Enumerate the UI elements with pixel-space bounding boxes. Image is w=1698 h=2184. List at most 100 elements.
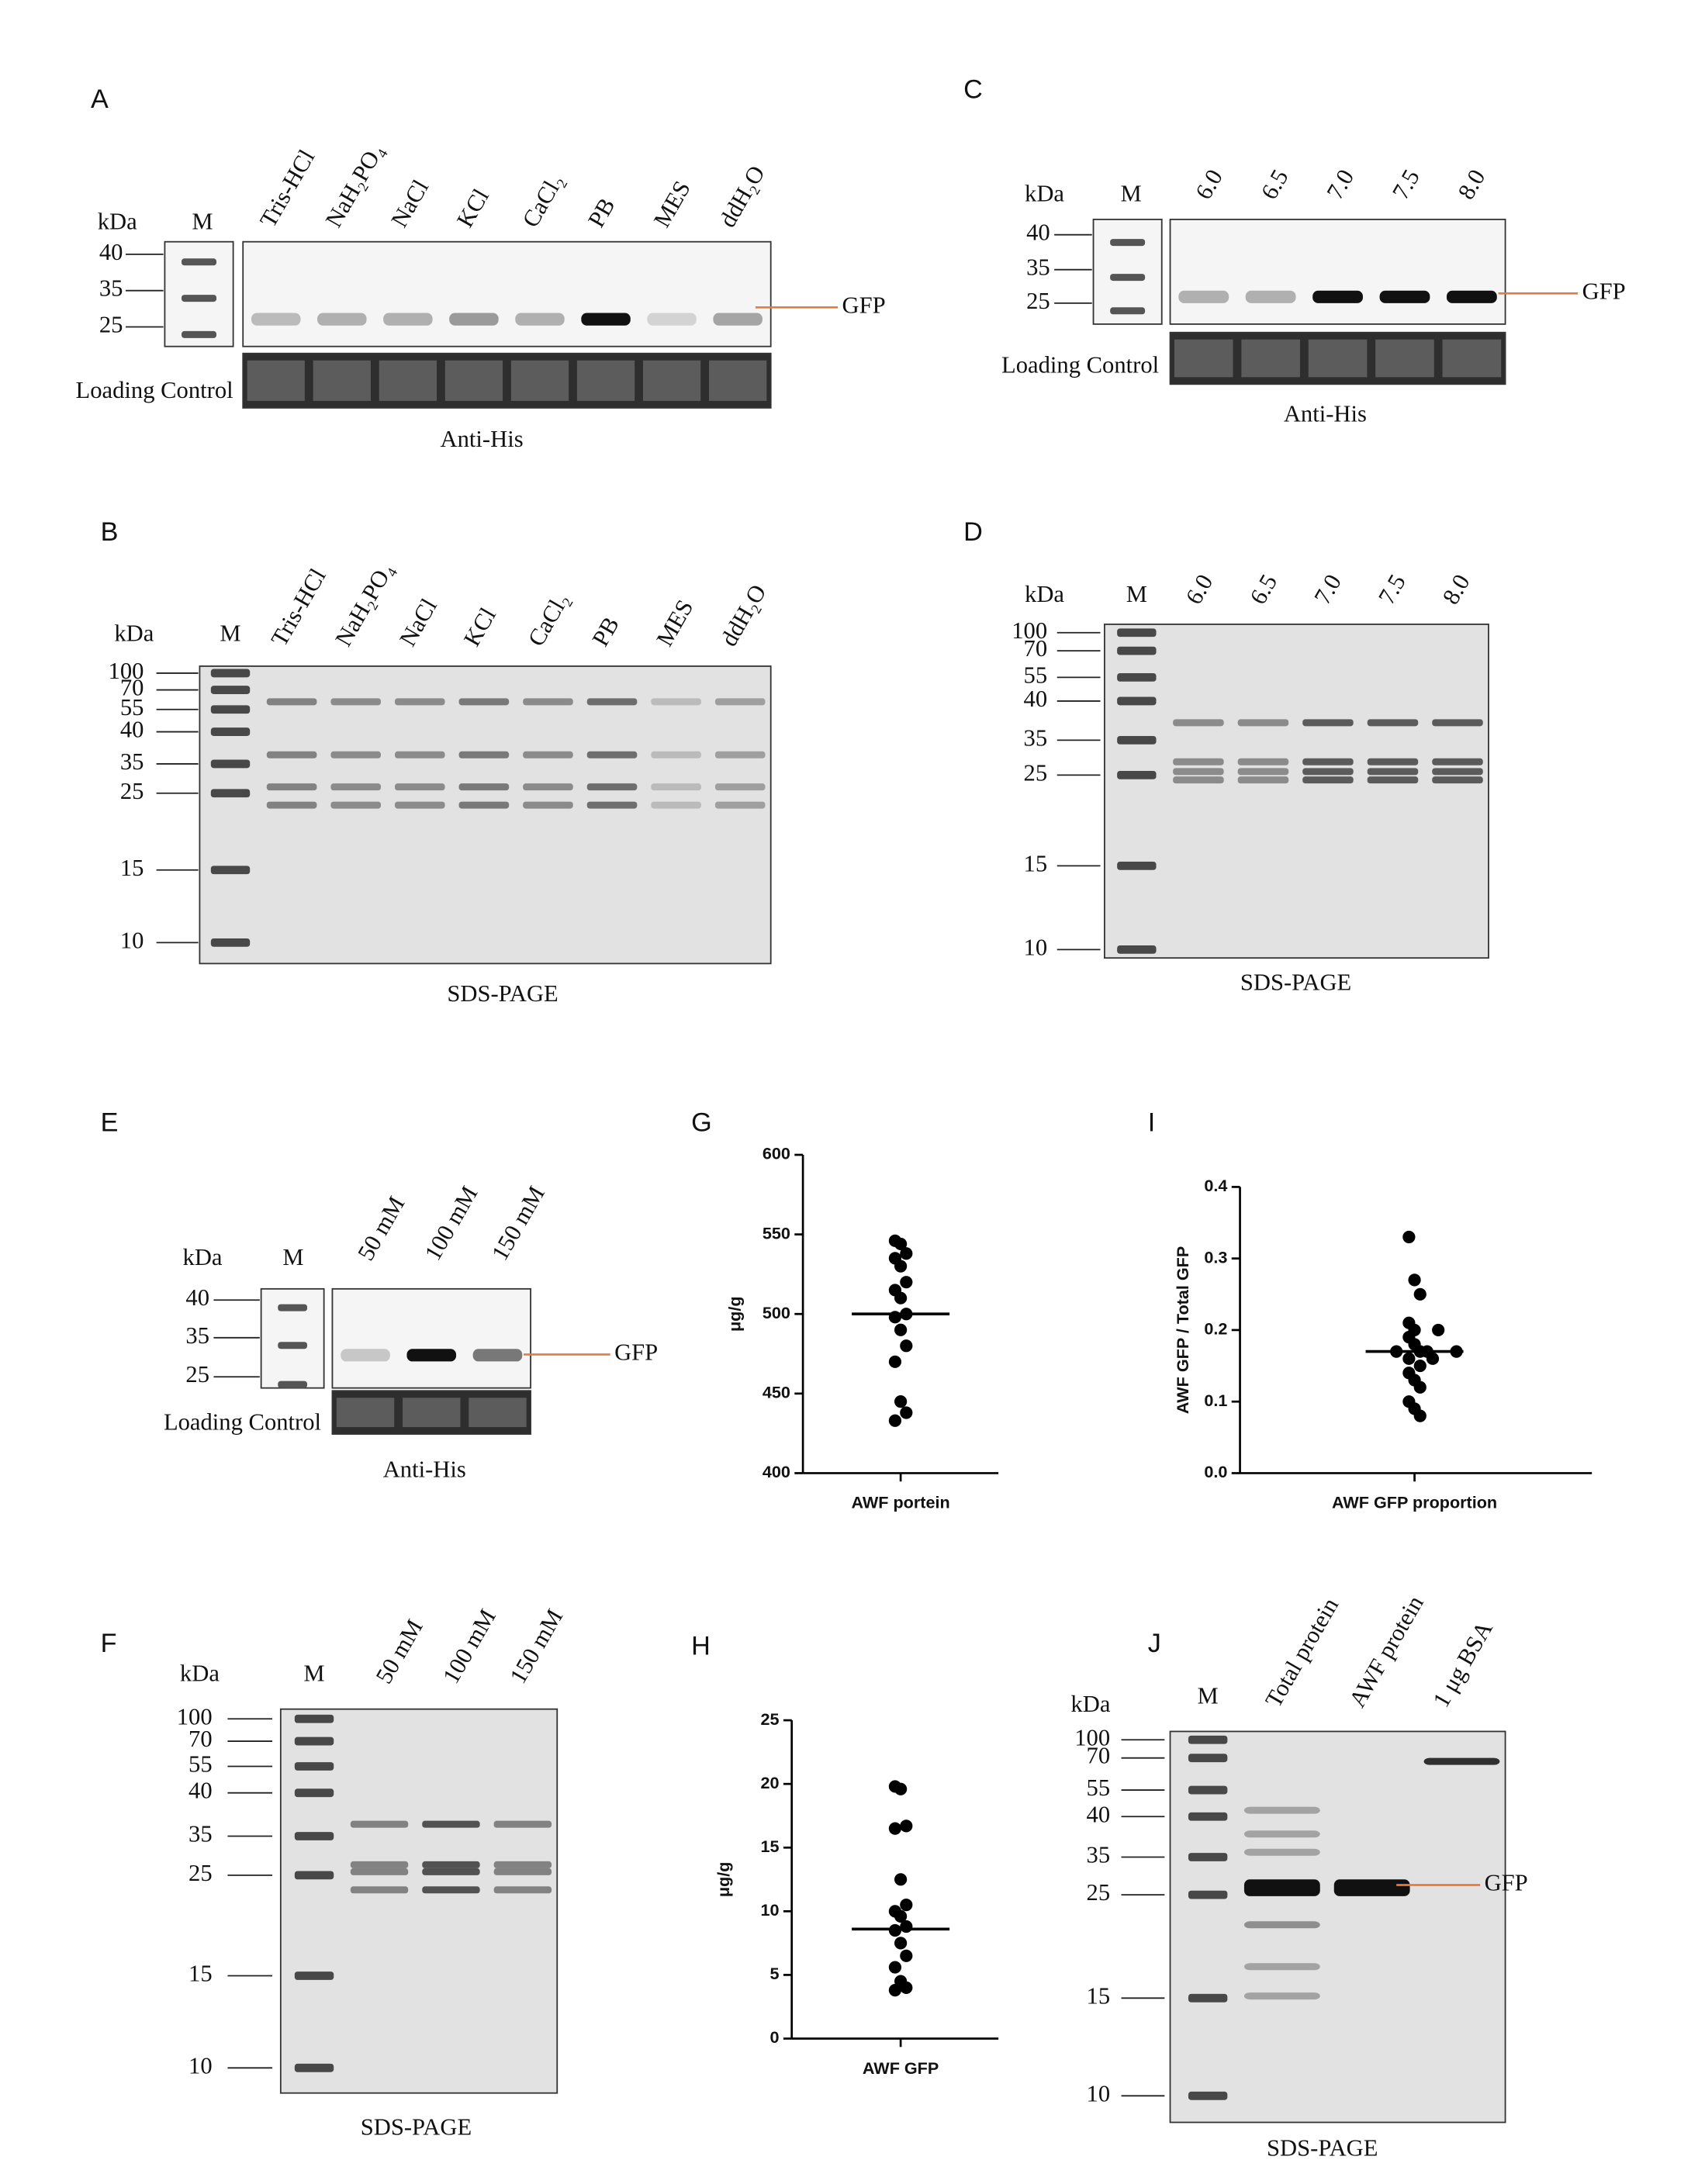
marker-size: 70 bbox=[1087, 1743, 1111, 1769]
marker-size: 35 bbox=[1026, 254, 1050, 281]
marker-size: 25 bbox=[188, 1860, 213, 1886]
blot-band bbox=[647, 313, 697, 326]
loading-band bbox=[444, 360, 503, 401]
marker-label: M bbox=[1121, 180, 1142, 206]
panel-letter: J bbox=[1148, 1629, 1161, 1658]
marker-band bbox=[1117, 770, 1157, 779]
data-point bbox=[1402, 1352, 1416, 1365]
gel-band bbox=[330, 698, 381, 706]
gel-band bbox=[458, 751, 510, 759]
target-label: GFP bbox=[842, 292, 885, 318]
marker-band bbox=[210, 686, 251, 694]
marker-band bbox=[210, 669, 251, 678]
marker-band bbox=[294, 1762, 334, 1771]
marker-band bbox=[294, 1788, 334, 1798]
data-point bbox=[900, 1920, 913, 1933]
gel-band bbox=[1243, 1879, 1320, 1896]
gel-band bbox=[523, 801, 573, 809]
gel bbox=[1169, 1730, 1506, 2124]
data-point bbox=[900, 1247, 913, 1260]
kda-label: kDa bbox=[1025, 581, 1064, 607]
marker-size: 25 bbox=[185, 1361, 209, 1387]
marker-size: 55 bbox=[1024, 662, 1048, 688]
caption: Anti-His bbox=[441, 426, 524, 452]
y-tick-label: 15 bbox=[760, 1837, 779, 1856]
kda-label: kDa bbox=[183, 1244, 223, 1270]
data-point bbox=[1402, 1230, 1416, 1244]
data-point bbox=[894, 1909, 908, 1923]
gel-band bbox=[422, 1820, 480, 1828]
marker-size: 25 bbox=[1024, 759, 1048, 786]
marker-band bbox=[1188, 1785, 1228, 1795]
loading-band bbox=[1375, 339, 1434, 378]
gel-band bbox=[1423, 1757, 1500, 1765]
marker-size: 15 bbox=[188, 1961, 213, 1987]
x-axis-label: AWF GFP proportion bbox=[1332, 1493, 1497, 1512]
blot-band bbox=[515, 313, 565, 326]
gel bbox=[1104, 624, 1489, 959]
gel-band bbox=[1243, 1963, 1320, 1971]
marker-size: 100 bbox=[1074, 1724, 1110, 1750]
gel-band bbox=[1367, 719, 1419, 727]
marker-band bbox=[1188, 1735, 1228, 1744]
data-point bbox=[894, 1782, 908, 1795]
gel-band bbox=[651, 698, 701, 706]
marker-band bbox=[1110, 239, 1146, 247]
x-axis-label: AWF portein bbox=[852, 1493, 950, 1512]
loading-band bbox=[313, 360, 371, 401]
data-point bbox=[900, 1949, 913, 1962]
blot-band bbox=[341, 1349, 390, 1362]
data-point bbox=[900, 1276, 913, 1289]
blot-band bbox=[317, 313, 367, 326]
target-label: GFP bbox=[614, 1339, 658, 1365]
gel-band bbox=[350, 1861, 409, 1868]
marker-band bbox=[1117, 628, 1157, 638]
panel-letter: C bbox=[963, 74, 983, 104]
data-point bbox=[1408, 1273, 1421, 1287]
marker-size: 15 bbox=[1087, 1982, 1111, 2009]
gel-band bbox=[458, 783, 510, 791]
gel-band bbox=[1173, 776, 1224, 784]
marker-size: 70 bbox=[188, 1726, 213, 1752]
panel-letter: G bbox=[691, 1108, 712, 1137]
marker-band bbox=[1188, 1890, 1228, 1899]
gel-band bbox=[586, 801, 638, 809]
marker-band bbox=[294, 1736, 334, 1746]
data-point bbox=[894, 1873, 908, 1886]
blot-band bbox=[713, 313, 763, 326]
gel-band bbox=[330, 751, 381, 759]
gel-band bbox=[1333, 1879, 1410, 1896]
loading-band bbox=[1174, 339, 1233, 378]
loading-label: Loading Control bbox=[1001, 352, 1159, 378]
marker-band bbox=[210, 789, 251, 798]
blot-band bbox=[1178, 290, 1229, 303]
gel-band bbox=[714, 751, 766, 759]
y-tick-label: 5 bbox=[769, 1964, 779, 1983]
y-tick-label: 20 bbox=[760, 1773, 779, 1792]
gel-band bbox=[493, 1820, 552, 1828]
marker-size: 40 bbox=[1026, 219, 1050, 246]
marker-band bbox=[294, 1871, 334, 1880]
y-tick-label: 550 bbox=[763, 1223, 790, 1242]
marker-size: 15 bbox=[1024, 850, 1048, 876]
data-point bbox=[1432, 1323, 1445, 1337]
gel-band bbox=[394, 783, 445, 791]
marker-size: 25 bbox=[99, 312, 123, 338]
target-label: GFP bbox=[1485, 1870, 1528, 1896]
data-point bbox=[900, 1819, 913, 1833]
marker-label: M bbox=[303, 1660, 324, 1686]
data-point bbox=[894, 1291, 908, 1305]
marker-size: 55 bbox=[120, 694, 144, 721]
marker-label: M bbox=[192, 208, 213, 234]
gel-band bbox=[1432, 719, 1483, 727]
blot-band bbox=[449, 313, 499, 326]
gel-band bbox=[1302, 719, 1354, 727]
gel bbox=[279, 1708, 559, 2094]
marker-size: 40 bbox=[1087, 1801, 1111, 1827]
y-axis-label: μg/g bbox=[714, 1861, 733, 1897]
marker-size: 35 bbox=[188, 1821, 213, 1847]
blot-band bbox=[383, 313, 433, 326]
gel-band bbox=[493, 1868, 552, 1875]
gel-band bbox=[1243, 1848, 1320, 1856]
